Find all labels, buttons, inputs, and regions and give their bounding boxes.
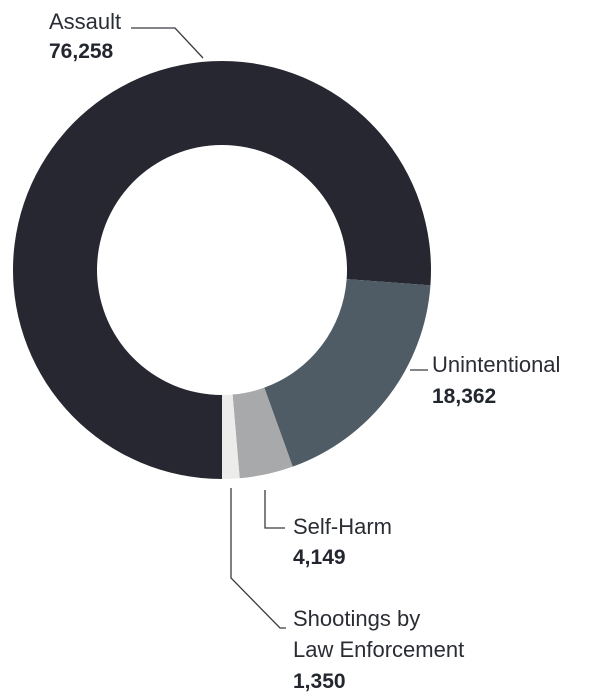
donut-slices bbox=[12, 60, 432, 479]
slice-shootings-by-law-enforcement bbox=[222, 394, 240, 479]
leader-line-law-enforcement bbox=[230, 488, 286, 629]
label-law-enforcement-line-2: Law Enforcement bbox=[293, 637, 464, 662]
leader-line-self-harm bbox=[264, 490, 285, 529]
label-law-enforcement-line-1: Shootings by bbox=[293, 606, 420, 631]
label-assault: Assault bbox=[49, 9, 121, 34]
value-assault: 76,258 bbox=[49, 40, 114, 63]
slice-assault bbox=[12, 60, 432, 479]
slice-unintentional bbox=[264, 279, 431, 467]
leader-line-assault bbox=[131, 27, 204, 59]
label-self-harm: Self-Harm bbox=[293, 514, 392, 539]
value-self-harm: 4,149 bbox=[293, 546, 346, 569]
value-unintentional: 18,362 bbox=[432, 385, 496, 408]
slice-self-harm bbox=[232, 387, 293, 479]
label-unintentional: Unintentional bbox=[432, 352, 560, 377]
value-law-enforcement: 1,350 bbox=[293, 670, 346, 693]
